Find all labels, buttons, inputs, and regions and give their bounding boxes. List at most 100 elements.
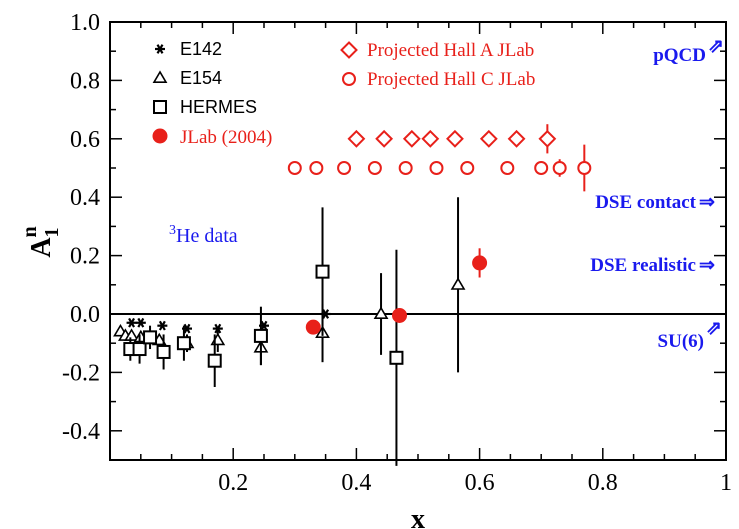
series-projected-hall-a-jlab <box>347 124 557 154</box>
data-point <box>309 161 324 175</box>
star-stroke <box>158 320 166 331</box>
series-projected-hall-c-jlab <box>287 144 592 192</box>
legend-marker-3 <box>152 128 168 144</box>
data-point <box>429 161 444 175</box>
data-point <box>460 161 475 175</box>
annotation-pqcd: pQCD <box>653 45 706 66</box>
series-jlab-2004- <box>305 248 488 335</box>
data-point <box>143 330 158 345</box>
legend-label-hermes: HERMES <box>180 97 257 117</box>
data-point <box>472 255 488 271</box>
annotation-dse-contact: DSE contact <box>595 192 696 213</box>
annotation-su6-arrow: ⇗ <box>706 318 722 339</box>
x-tick-label: 1 <box>720 470 732 496</box>
series-e142 <box>126 309 331 334</box>
data-point <box>126 317 137 328</box>
data-point <box>367 161 382 175</box>
x-axis-title: x <box>411 504 425 529</box>
x-tick-label: 0.2 <box>218 470 248 496</box>
annotations: pQCD ⇗ DSE contact ⇒ DSE realistic ⇒ SU(… <box>590 36 724 352</box>
y-tick-label: 0.6 <box>70 127 100 153</box>
y-tick-label: -0.4 <box>62 419 100 445</box>
legend-label-hall-c: Projected Hall C JLab <box>367 69 535 90</box>
data-point <box>259 320 269 331</box>
data-point <box>132 342 147 357</box>
y-tick-label: 0.2 <box>70 244 100 270</box>
data-point <box>392 307 408 323</box>
annotation-su6: SU(6) <box>658 331 704 352</box>
data-point <box>375 129 394 148</box>
data-point <box>552 161 567 175</box>
data-note-sup: 3 <box>169 223 176 238</box>
data-point <box>373 306 389 320</box>
star-stroke <box>214 323 222 334</box>
legend-label-hall-a: Projected Hall A JLab <box>367 40 534 61</box>
data-point <box>207 353 222 368</box>
y-tick-label: 0.8 <box>70 68 100 94</box>
star-stroke <box>322 309 330 319</box>
legend-marker-2 <box>153 100 167 114</box>
legend-markers <box>152 41 358 144</box>
data-point <box>210 332 226 346</box>
data-note-text: He data <box>176 225 238 247</box>
star-stroke <box>128 317 136 328</box>
y-axis-title-main: A <box>26 237 57 258</box>
y-tick-label: 1.0 <box>70 10 100 36</box>
ticks: 0.2 0.4 0.6 0.8 1 1.0 0.8 0.6 0.4 0.2 0.0 -0.2 -0.4 <box>62 10 732 496</box>
data-point <box>538 129 557 148</box>
data-marks <box>113 41 592 466</box>
data-point <box>305 319 321 335</box>
x-tick-label: 0.8 <box>588 470 618 496</box>
data-point <box>315 264 330 279</box>
y-axis-title: A1n <box>19 226 63 257</box>
annotation-dse-realistic-arrow: ⇒ <box>699 255 715 276</box>
y-tick-label: 0.4 <box>70 185 100 211</box>
data-point <box>398 161 413 175</box>
legend-marker-hall-c <box>342 72 356 86</box>
legend-marker-0 <box>155 44 165 54</box>
data-point <box>320 309 331 319</box>
data-note: 3He data <box>169 223 238 247</box>
data-point <box>446 129 464 148</box>
legend-label-jlab2004: JLab (2004) <box>180 127 272 148</box>
series-hermes <box>123 207 404 466</box>
data-point <box>534 161 549 175</box>
y-axis-title-sub: 1 <box>41 227 63 237</box>
data-point <box>577 161 592 175</box>
data-point <box>507 129 526 148</box>
star-stroke <box>156 44 164 54</box>
legend-label-e142: E142 <box>180 39 222 59</box>
data-point <box>421 129 440 148</box>
legend-left: E142 E154 HERMES JLab (2004) <box>180 39 272 148</box>
data-point <box>157 320 168 331</box>
legend-marker-1 <box>152 70 168 83</box>
annotation-dse-realistic: DSE realistic <box>590 255 696 276</box>
data-point <box>212 323 223 334</box>
data-point <box>389 350 404 365</box>
data-point <box>450 277 466 290</box>
data-point <box>402 129 421 148</box>
data-point <box>124 328 139 341</box>
data-point <box>479 129 498 148</box>
legend-label-e154: E154 <box>180 68 222 88</box>
y-tick-label: 0.0 <box>70 302 100 328</box>
data-point <box>253 328 268 343</box>
x-tick-label: 0.6 <box>465 470 495 496</box>
data-point <box>156 344 171 359</box>
data-point <box>337 161 352 175</box>
data-point <box>347 129 366 148</box>
svg-text:A1n: A1n <box>19 226 63 257</box>
y-axis-title-sup: n <box>19 226 41 237</box>
annotation-dse-contact-arrow: ⇒ <box>699 192 715 213</box>
y-tick-label: -0.2 <box>62 360 100 386</box>
data-point <box>135 317 146 328</box>
x-tick-label: 0.4 <box>341 470 371 496</box>
data-point <box>182 323 192 334</box>
star-stroke <box>260 320 268 331</box>
legend-marker-hall-a <box>340 41 358 59</box>
annotation-pqcd-arrow: ⇗ <box>708 36 724 57</box>
data-point <box>500 161 515 175</box>
legend-right: Projected Hall A JLab Projected Hall C J… <box>367 40 535 90</box>
data-point <box>176 336 191 351</box>
